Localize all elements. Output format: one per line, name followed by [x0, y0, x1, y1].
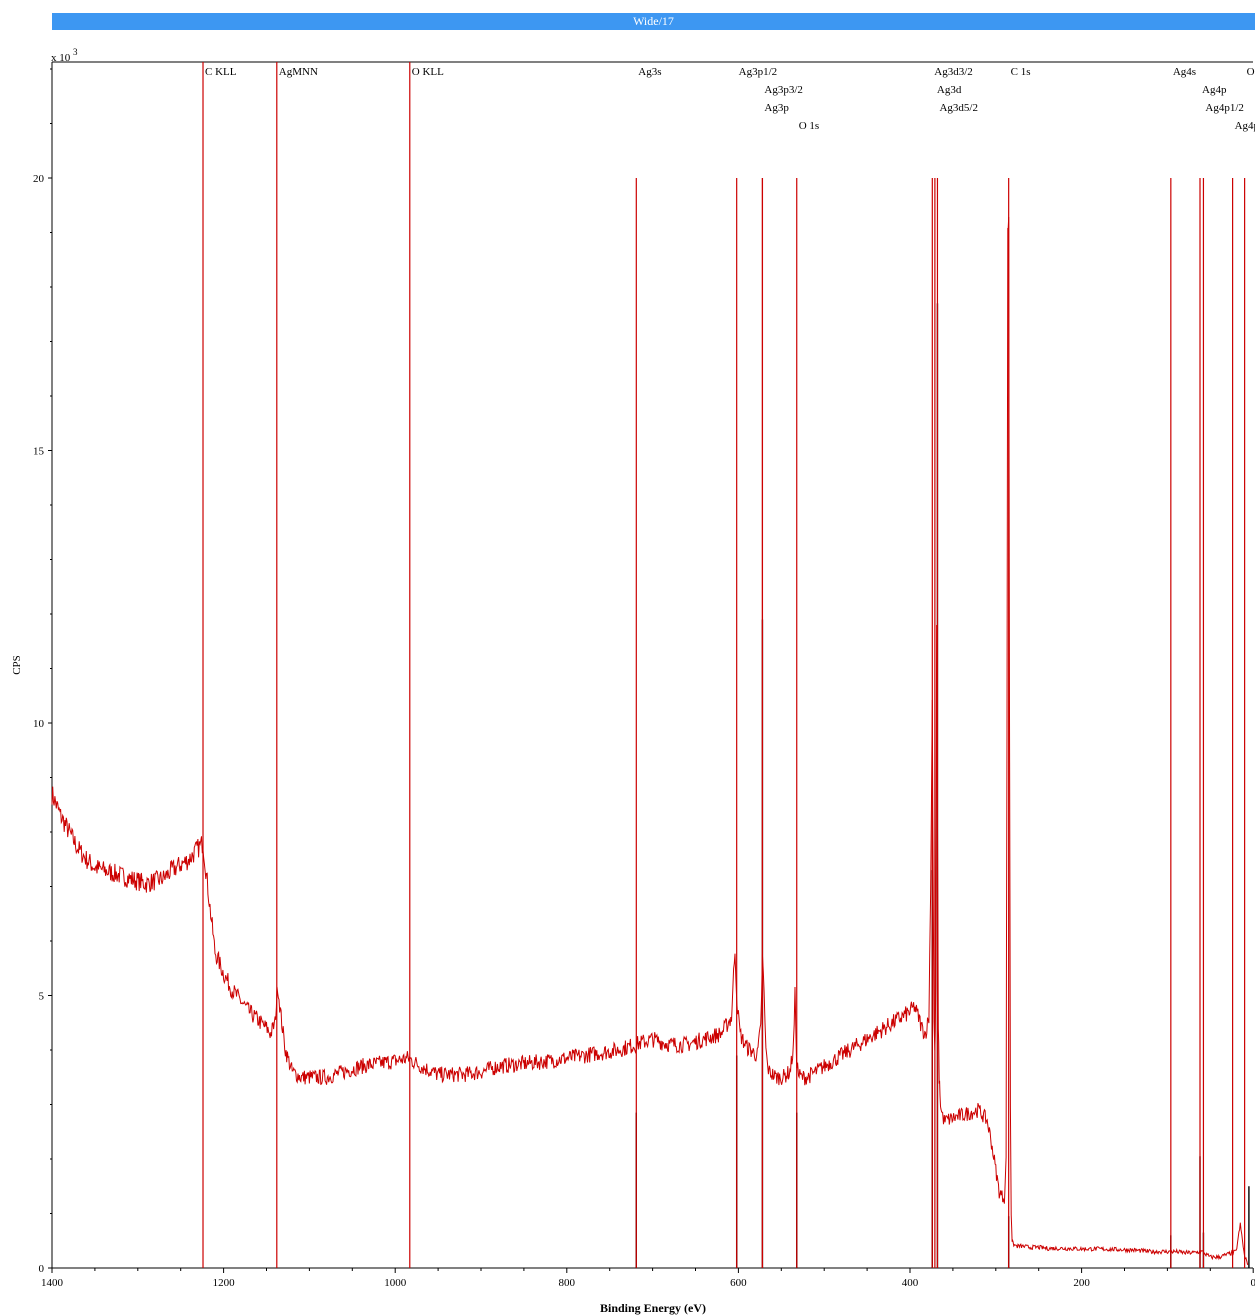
chart-title-bar: Wide/17 — [52, 13, 1255, 30]
peak-label: Ag4p3/2 — [1235, 120, 1255, 132]
peak-label: Ag4p1/2 — [1205, 102, 1244, 114]
peak-label: Ag3d5/2 — [939, 102, 978, 114]
peak-label: C KLL — [205, 66, 237, 78]
x-tick-label: 800 — [559, 1277, 576, 1289]
peak-label: O 1s — [799, 120, 819, 132]
peak-label: Ag4s — [1173, 66, 1196, 78]
spectrum-line — [51, 216, 1249, 1266]
chart-axes: 1400 1200 1000 800 600 400 200 0 0 5 10 15 20 — [33, 61, 1255, 1289]
x-tick-label: 1200 — [213, 1277, 236, 1289]
y-tick-label: 15 — [33, 446, 45, 458]
chart-title: Wide/17 — [633, 14, 674, 28]
x-tick-label: 400 — [902, 1277, 919, 1289]
y-axis-label: CPS — [11, 655, 23, 675]
peak-label: Ag3p3/2 — [764, 84, 803, 96]
peak-label: Ag3p1/2 — [739, 66, 778, 78]
peak-labels: C KLL AgMNN O KLL Ag3s Ag3p1/2 Ag3p3/2 Ag3p O 1… — [205, 66, 1255, 132]
spectrum-series — [51, 216, 1249, 1266]
x-axis-label: Binding Energy (eV) — [600, 1301, 706, 1315]
peak-label: C 1s — [1011, 66, 1031, 78]
y-tick-label: 5 — [39, 991, 45, 1003]
x-tick-label: 200 — [1073, 1277, 1090, 1289]
peak-label: Ag3d — [937, 84, 962, 96]
peak-markers — [202, 62, 1246, 1268]
peak-label: Ag3s — [638, 66, 661, 78]
peak-label: Ag4p — [1202, 84, 1227, 96]
x-tick-label: 600 — [730, 1277, 747, 1289]
reference-lines — [635, 303, 1250, 1268]
peak-label: O 2s — [1247, 66, 1255, 78]
peak-label: AgMNN — [279, 66, 318, 78]
y-multiplier-exponent: 3 — [73, 47, 78, 57]
peak-label: Ag3d3/2 — [934, 66, 973, 78]
peak-label: Ag3p — [764, 102, 789, 114]
peak-label: O KLL — [412, 66, 444, 78]
x-tick-label: 0 — [1250, 1277, 1255, 1289]
y-tick-label: 10 — [33, 718, 45, 730]
x-tick-label: 1000 — [384, 1277, 407, 1289]
y-multiplier: x 10 3 — [51, 47, 78, 64]
x-tick-label: 1400 — [41, 1277, 64, 1289]
y-tick-label: 20 — [33, 173, 45, 185]
y-multiplier-base: x 10 — [51, 52, 71, 64]
y-tick-label: 0 — [39, 1263, 45, 1275]
